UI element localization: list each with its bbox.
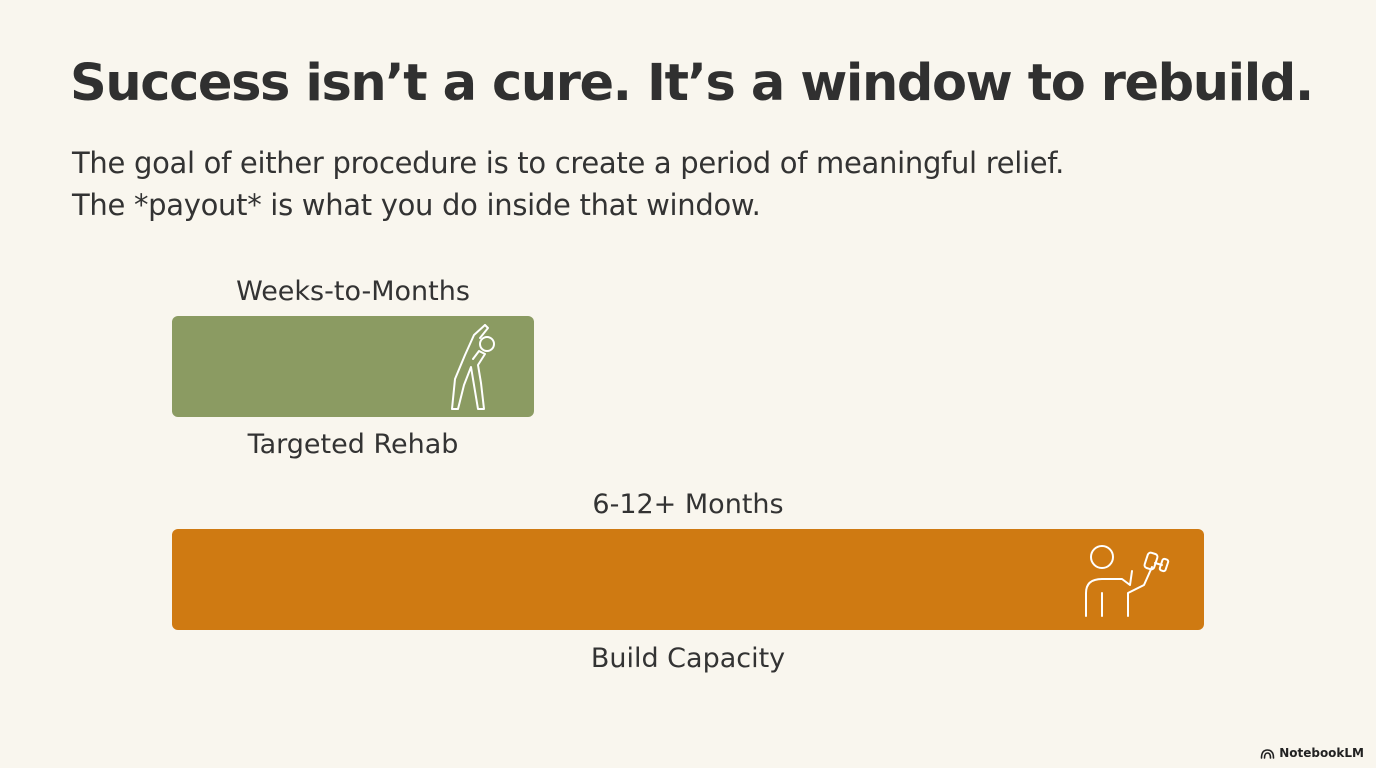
notebooklm-logo-icon: [1260, 748, 1275, 759]
rehab-phase-name: Targeted Rehab: [247, 429, 459, 460]
capacity-bar: [172, 529, 1204, 630]
subtitle-line-2: The *payout* is what you do inside that …: [72, 188, 761, 222]
rehab-duration-label: Weeks-to-Months: [236, 276, 470, 307]
stretching-person-icon: [451, 324, 495, 410]
person-lifting-dumbbell-icon: [1085, 545, 1170, 617]
subtitle: The goal of either procedure is to creat…: [72, 142, 1272, 226]
capacity-phase-name: Build Capacity: [590, 643, 786, 674]
page-title: Success isn’t a cure. It’s a window to r…: [70, 54, 1314, 113]
subtitle-line-1: The goal of either procedure is to creat…: [72, 146, 1065, 180]
brand-name: NotebookLM: [1279, 746, 1364, 760]
brand-watermark: NotebookLM: [1260, 746, 1364, 760]
capacity-duration-label: 6-12+ Months: [592, 489, 784, 520]
rehab-bar: [172, 316, 534, 417]
